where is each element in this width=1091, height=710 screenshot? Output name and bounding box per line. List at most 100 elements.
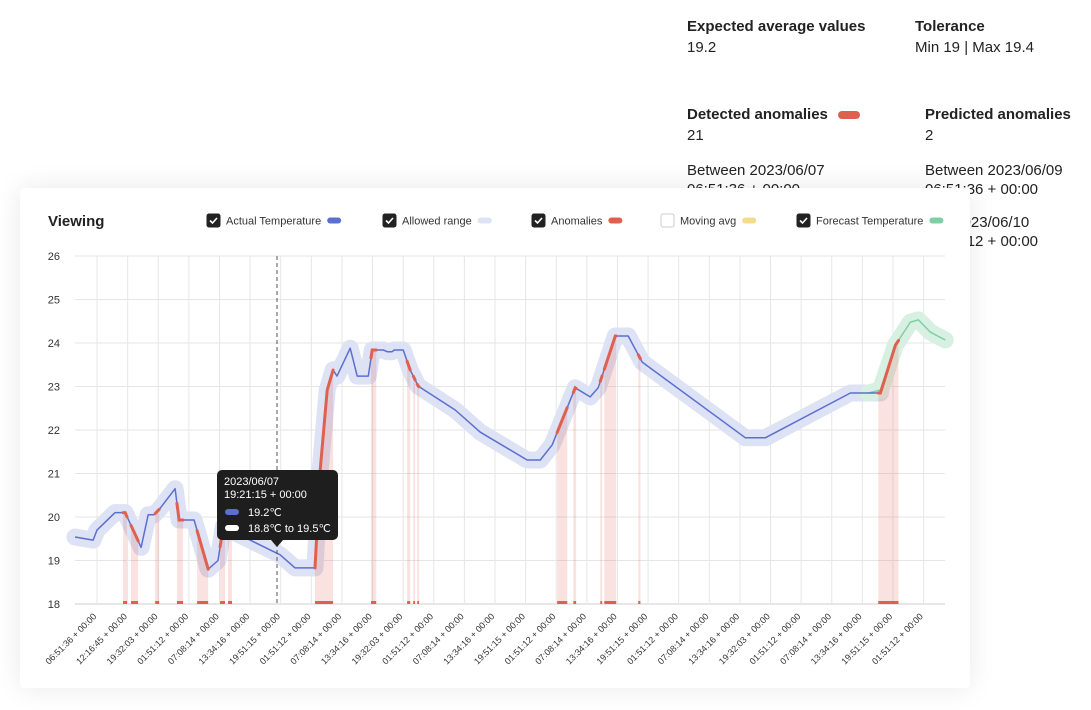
anomaly-line [405,359,412,372]
legend-checkbox [206,213,221,228]
anomaly-bar [371,601,377,604]
y-tick-label: 24 [48,338,60,350]
anomaly-bar [878,601,899,604]
anomaly-bar [123,601,128,604]
legend-swatch [742,217,757,224]
value: Min 19 | Max 19.4 [915,39,1034,56]
tooltip-swatch [225,509,239,515]
anomaly-line [571,385,578,394]
legend-checkbox [531,213,546,228]
anomaly-bar [638,601,641,604]
anomaly-bar [407,601,411,604]
anomaly-line [369,348,378,360]
y-tick-label: 23 [48,382,60,394]
anomaly-bar [176,601,184,604]
anomaly-area [878,340,899,604]
anomaly-area [573,387,577,604]
x-tick-label: 06:51:36 + 00:00 [43,611,98,666]
tooltip-box [217,470,338,540]
anomaly-area [123,512,128,604]
y-tick-label: 22 [48,425,60,437]
anomaly-line [153,507,161,515]
line: Between 2023/06/09 [925,162,1063,179]
anomaly-bar [413,601,416,604]
y-tick-label: 18 [48,599,60,611]
anomaly-line [415,382,421,389]
anomaly-area [176,503,184,604]
anomaly-bar [604,601,617,604]
check-mark [385,217,394,225]
count: 21 [687,127,704,144]
anomaly-bar [228,601,233,604]
label: Expected average values [687,18,866,35]
check-mark [534,217,543,225]
anomaly-line [555,406,569,435]
legend-checkbox [796,213,811,228]
legend-label: Forecast Temperature [816,216,923,228]
anomaly-bar [600,601,603,604]
anomaly-bar [155,601,160,604]
chart-title: Viewing [48,213,104,230]
anomaly-line [598,374,604,383]
anomaly-area [600,375,603,604]
legend-label: Anomalies [551,216,603,228]
legend-checkbox [660,213,675,228]
label: Predicted anomalies [925,106,1071,123]
anomaly-area [197,530,209,604]
anomaly-line [876,339,900,395]
anomaly-bar [315,601,334,604]
allowed-range [66,327,889,578]
anomaly-line [195,529,210,571]
y-tick-label: 21 [48,469,60,481]
anomaly-line [411,374,417,382]
check-mark [799,217,808,225]
y-tick-label: 19 [48,556,60,568]
anomaly-area [407,361,411,604]
anomaly-area [228,529,233,604]
tolerance: Tolerance Min 19 | Max 19.4 [915,18,1034,56]
expected: Expected average values 19.2 [687,18,865,56]
tooltip-arrow [271,540,283,547]
anomaly-bar [131,601,139,604]
tooltip-swatch [225,525,239,531]
anomaly-area [155,509,160,604]
anomaly-bar [220,601,225,604]
anomaly-line [129,523,140,543]
y-tick-label: 20 [48,512,60,524]
value: 19.2 [687,39,717,56]
label-row: Detected anomalies [687,106,860,123]
anomaly-bar [417,601,420,604]
anomaly-line [175,501,185,522]
label: Tolerance [915,18,985,35]
anomaly-line [602,334,618,371]
tooltip-date: 2023/06/07 [224,476,279,488]
anomaly-area [638,354,641,604]
anomaly-area [557,407,568,604]
anomaly-area [413,376,416,604]
y-tick-label: 25 [48,295,60,307]
legend-label: Actual Temperature [226,216,321,228]
anomaly-bar [557,601,568,604]
label: Detected anomalies [687,106,828,123]
anomaly-line [121,511,129,519]
line: Between 2023/06/07 [687,162,825,179]
anomaly-area [417,384,420,604]
check-mark [209,217,218,225]
y-tick-label: 26 [48,251,60,263]
legend-checkbox [382,213,397,228]
allowed-range-forecast [860,311,954,402]
anomaly-area [131,525,139,604]
anomaly-area [371,349,377,604]
legend-label: Allowed range [402,216,472,228]
anomaly-bar [197,601,209,604]
anomaly-line [636,353,642,361]
pill [837,111,860,120]
tooltip-time: 19:21:15 + 00:00 [224,489,307,501]
legend-swatch [327,217,342,224]
tooltip-range: 18.8℃ to 19.5℃ [248,523,331,535]
legend-label: Moving avg [680,216,736,228]
anomaly-bar [573,601,577,604]
